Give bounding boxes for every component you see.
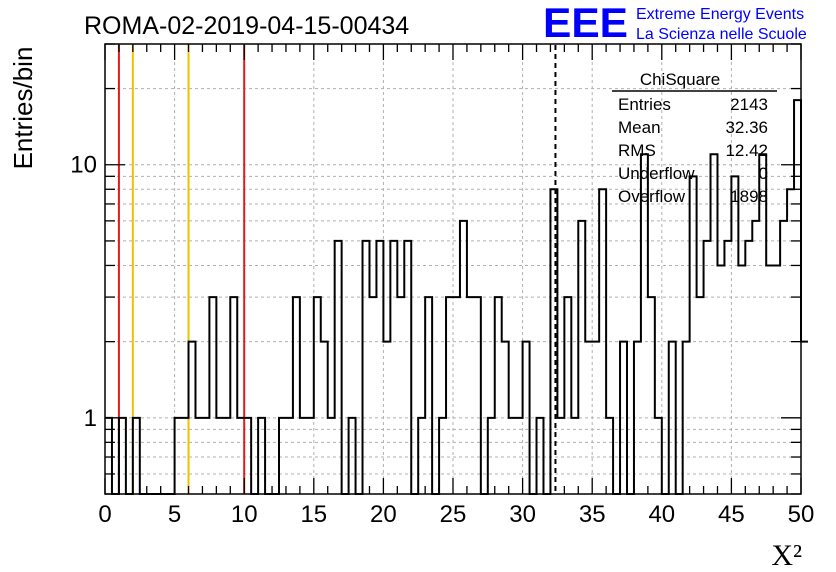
chart-title: ROMA-02-2019-04-15-00434 — [84, 12, 409, 40]
eee-logo: EEE Extreme Energy Events La Scienza nel… — [543, 0, 807, 46]
reference-lines — [117, 45, 557, 493]
x-tick-label: 25 — [440, 501, 467, 528]
eee-logo-line2: La Scienza nelle Scuole — [636, 26, 807, 43]
stats-value-mean: 32.36 — [725, 118, 768, 137]
y-tick-label: 10 — [70, 152, 97, 179]
stats-value-overflow: 1898 — [730, 187, 768, 206]
x-tick-label: 40 — [648, 501, 675, 528]
stats-label-underflow: Underflow — [618, 164, 695, 183]
y-tick-label: 1 — [84, 405, 97, 432]
x-tick-label: 35 — [579, 501, 606, 528]
stats-label-entries: Entries — [618, 95, 671, 114]
x-tick-label: 5 — [168, 501, 181, 528]
histogram-step-line — [105, 99, 808, 495]
x-tick-label: 15 — [300, 501, 327, 528]
x-tick-label: 45 — [718, 501, 745, 528]
eee-logo-line1: Extreme Energy Events — [636, 6, 804, 23]
stats-box: ChiSquare Entries 2143 Mean 32.36 RMS 12… — [612, 70, 777, 206]
stats-label-rms: RMS — [618, 141, 656, 160]
x-tick-label: 50 — [788, 501, 815, 528]
x-tick-label: 30 — [509, 501, 536, 528]
stats-value-underflow: 0 — [759, 164, 768, 183]
x-tick-label: 0 — [98, 501, 111, 528]
stats-value-entries: 2143 — [730, 95, 768, 114]
y-axis-label: Entries/bin — [8, 47, 38, 170]
stats-value-rms: 12.42 — [725, 141, 768, 160]
x-axis-label: X² — [771, 539, 802, 572]
stats-label-overflow: Overflow — [618, 187, 686, 206]
stats-title: ChiSquare — [640, 70, 720, 89]
axis-ticks: 0 5 10 15 20 25 30 35 40 45 50 1 10 — [70, 43, 815, 528]
x-tick-label: 20 — [370, 501, 397, 528]
x-tick-label: 10 — [231, 501, 258, 528]
eee-logo-mark: EEE — [543, 0, 628, 46]
stats-label-mean: Mean — [618, 118, 661, 137]
